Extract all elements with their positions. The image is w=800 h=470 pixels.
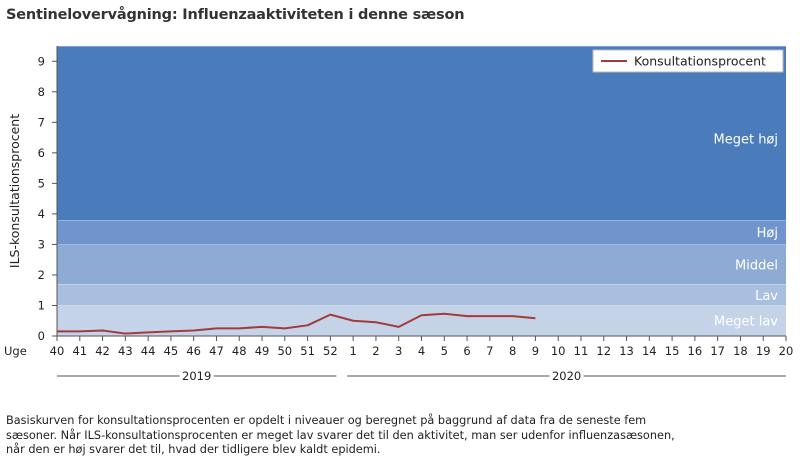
x-tick-label: 18	[733, 344, 748, 358]
x-tick-label: 41	[72, 344, 87, 358]
x-tick-label: 8	[509, 344, 516, 358]
x-tick-label: 16	[688, 344, 703, 358]
band-rect	[57, 284, 786, 306]
x-tick-label: 20	[779, 344, 794, 358]
x-tick-label: 45	[164, 344, 179, 358]
legend-label: Konsultationsprocent	[634, 54, 766, 69]
band-label: Middel	[735, 258, 778, 273]
x-tick-label: 43	[118, 344, 133, 358]
y-tick-label: 1	[38, 298, 45, 312]
x-tick-label: 5	[441, 344, 448, 358]
year-label: 2020	[552, 369, 581, 383]
band-rect	[57, 220, 786, 245]
band-rect	[57, 244, 786, 285]
x-tick-label: 9	[532, 344, 539, 358]
y-tick-label: 5	[38, 176, 45, 190]
y-tick-label: 4	[38, 207, 45, 221]
footnote-line: Basiskurven for konsultationsprocenten e…	[6, 414, 647, 427]
x-tick-label: 3	[395, 344, 402, 358]
y-tick-label: 6	[38, 146, 45, 160]
y-tick-label: 0	[38, 329, 45, 343]
x-tick-label: 15	[665, 344, 680, 358]
footnote-line: når den er høj svarer det til, hvad der …	[6, 443, 381, 456]
x-prefix-label: Uge	[4, 344, 27, 358]
band-label: Meget høj	[714, 133, 779, 148]
band-label: Lav	[755, 289, 778, 304]
y-tick-label: 2	[38, 268, 45, 282]
x-tick-label: 2	[372, 344, 379, 358]
x-tick-label: 42	[95, 344, 110, 358]
y-axis-label: ILS-konsultationsprocent	[7, 114, 22, 268]
x-tick-label: 6	[463, 344, 470, 358]
x-tick-label: 51	[300, 344, 315, 358]
x-tick-label: 47	[209, 344, 224, 358]
band-label: Høj	[757, 226, 778, 241]
x-tick-label: 52	[323, 344, 338, 358]
x-tick-label: 1	[349, 344, 356, 358]
chart-title: Sentinelovervågning: Influenzaaktivitete…	[6, 7, 465, 23]
footnote-line: sæsoner. Når ILS-konsultationsprocenten …	[6, 428, 675, 442]
series-lines	[57, 312, 536, 335]
y-tick-label: 8	[38, 85, 45, 99]
legend-box	[592, 49, 784, 73]
x-tick-label: 11	[574, 344, 589, 358]
x-tick-label: 4	[418, 344, 425, 358]
x-tick-label: 10	[551, 344, 566, 358]
x-tick-label: 7	[486, 344, 493, 358]
x-tick-label: 17	[710, 344, 725, 358]
x-tick-label: 50	[277, 344, 292, 358]
x-tick-label: 12	[596, 344, 611, 358]
year-label: 2019	[182, 369, 211, 383]
x-tick-label: 40	[50, 344, 65, 358]
x-tick-label: 46	[186, 344, 201, 358]
series-line	[57, 312, 536, 335]
x-tick-label: 19	[756, 344, 771, 358]
x-tick-label: 44	[141, 344, 156, 358]
y-tick-label: 9	[38, 54, 45, 68]
band-labels: Meget lav Lav Middel Høj Meget høj	[714, 133, 779, 330]
band-label: Meget lav	[714, 315, 778, 330]
legend: Konsultationsprocent	[592, 49, 784, 73]
activity-bands	[57, 45, 786, 336]
band-rect	[57, 46, 786, 220]
x-tick-label: 49	[255, 344, 270, 358]
y-tick-label: 7	[38, 115, 45, 129]
y-tick-label: 3	[38, 237, 45, 251]
x-tick-label: 14	[642, 344, 657, 358]
x-tick-label: 48	[232, 344, 247, 358]
footnote: Basiskurven for konsultationsprocenten e…	[6, 414, 796, 458]
x-tick-label: 13	[619, 344, 634, 358]
